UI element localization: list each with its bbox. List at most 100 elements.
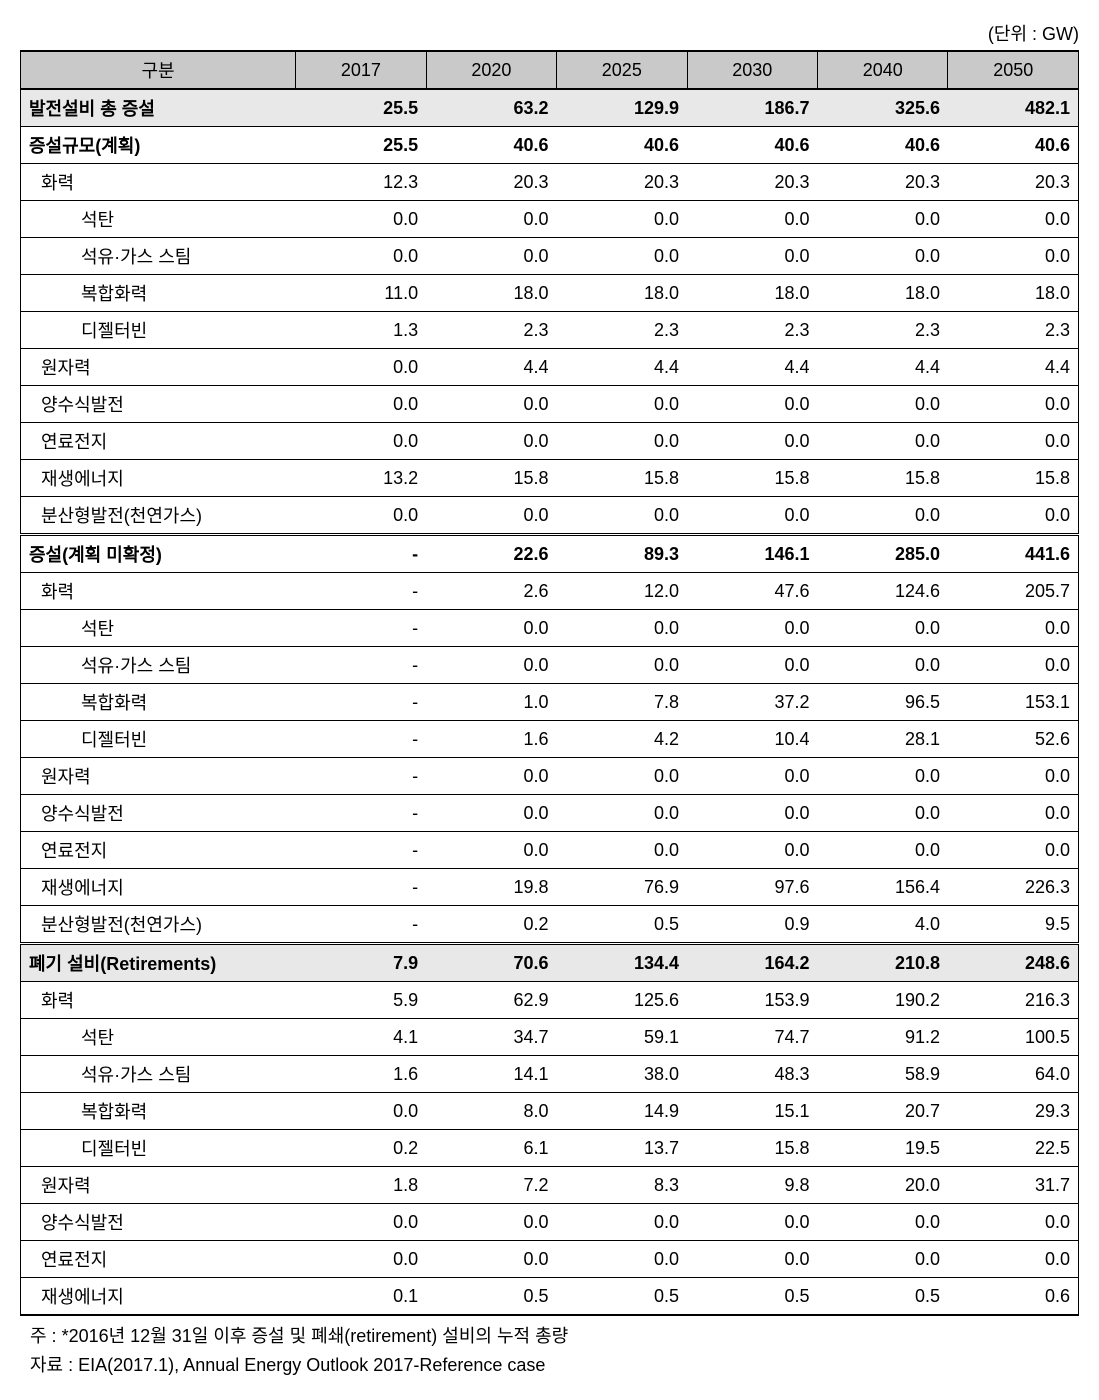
header-row: 구분201720202025203020402050: [21, 51, 1079, 89]
cell-value: 1.6: [296, 1056, 426, 1093]
cell-value: 0.5: [687, 1278, 817, 1316]
table-row: 발전설비 총 증설25.563.2129.9186.7325.6482.1: [21, 89, 1079, 127]
cell-value: 285.0: [818, 535, 948, 573]
row-label: 석유·가스 스팀: [21, 647, 296, 684]
cell-value: 59.1: [557, 1019, 687, 1056]
cell-value: 15.8: [818, 460, 948, 497]
cell-value: -: [296, 684, 426, 721]
cell-value: 22.5: [948, 1130, 1079, 1167]
cell-value: 0.0: [818, 1204, 948, 1241]
cell-value: 0.0: [426, 610, 556, 647]
cell-value: 0.0: [687, 647, 817, 684]
cell-value: 0.0: [557, 238, 687, 275]
table-row: 복합화력0.08.014.915.120.729.3: [21, 1093, 1079, 1130]
cell-value: 40.6: [426, 127, 556, 164]
cell-value: 0.5: [426, 1278, 556, 1316]
cell-value: 0.0: [687, 610, 817, 647]
cell-value: 0.0: [948, 238, 1079, 275]
cell-value: 70.6: [426, 944, 556, 982]
table-row: 화력12.320.320.320.320.320.3: [21, 164, 1079, 201]
cell-value: 20.3: [948, 164, 1079, 201]
cell-value: 47.6: [687, 573, 817, 610]
cell-value: -: [296, 535, 426, 573]
cell-value: 124.6: [818, 573, 948, 610]
cell-value: 0.0: [818, 832, 948, 869]
table-row: 복합화력11.018.018.018.018.018.0: [21, 275, 1079, 312]
cell-value: 12.0: [557, 573, 687, 610]
table-row: 재생에너지0.10.50.50.50.50.6: [21, 1278, 1079, 1316]
cell-value: 8.0: [426, 1093, 556, 1130]
cell-value: 325.6: [818, 89, 948, 127]
cell-value: 2.3: [948, 312, 1079, 349]
cell-value: -: [296, 610, 426, 647]
cell-value: 18.0: [948, 275, 1079, 312]
cell-value: 0.0: [557, 1204, 687, 1241]
cell-value: 4.4: [687, 349, 817, 386]
row-label: 원자력: [21, 349, 296, 386]
cell-value: 29.3: [948, 1093, 1079, 1130]
cell-value: 7.2: [426, 1167, 556, 1204]
cell-value: 0.0: [557, 1241, 687, 1278]
cell-value: 441.6: [948, 535, 1079, 573]
cell-value: 0.0: [687, 386, 817, 423]
cell-value: 0.0: [296, 1204, 426, 1241]
cell-value: 4.4: [818, 349, 948, 386]
row-label: 양수식발전: [21, 795, 296, 832]
table-row: 양수식발전-0.00.00.00.00.0: [21, 795, 1079, 832]
row-label: 석탄: [21, 1019, 296, 1056]
cell-value: 0.0: [426, 1204, 556, 1241]
cell-value: 20.3: [557, 164, 687, 201]
cell-value: 248.6: [948, 944, 1079, 982]
table-row: 연료전지0.00.00.00.00.00.0: [21, 1241, 1079, 1278]
table-row: 석유·가스 스팀0.00.00.00.00.00.0: [21, 238, 1079, 275]
cell-value: 0.0: [687, 423, 817, 460]
cell-value: 0.9: [687, 906, 817, 944]
cell-value: 0.0: [426, 497, 556, 535]
row-label: 양수식발전: [21, 1204, 296, 1241]
cell-value: 0.0: [948, 610, 1079, 647]
cell-value: -: [296, 721, 426, 758]
cell-value: 0.0: [818, 758, 948, 795]
cell-value: 4.1: [296, 1019, 426, 1056]
cell-value: 5.9: [296, 982, 426, 1019]
cell-value: 210.8: [818, 944, 948, 982]
cell-value: 0.0: [818, 610, 948, 647]
cell-value: 129.9: [557, 89, 687, 127]
row-label: 분산형발전(천연가스): [21, 906, 296, 944]
cell-value: 40.6: [557, 127, 687, 164]
cell-value: 15.8: [948, 460, 1079, 497]
cell-value: 2.3: [687, 312, 817, 349]
cell-value: 0.0: [687, 1241, 817, 1278]
cell-value: 0.0: [948, 1204, 1079, 1241]
cell-value: 0.0: [296, 349, 426, 386]
cell-value: 0.0: [557, 201, 687, 238]
cell-value: 0.0: [818, 201, 948, 238]
cell-value: 34.7: [426, 1019, 556, 1056]
cell-value: 0.0: [948, 647, 1079, 684]
cell-value: 9.8: [687, 1167, 817, 1204]
table-row: 석탄4.134.759.174.791.2100.5: [21, 1019, 1079, 1056]
cell-value: 63.2: [426, 89, 556, 127]
cell-value: 0.5: [557, 906, 687, 944]
row-label: 복합화력: [21, 1093, 296, 1130]
cell-value: 0.0: [687, 497, 817, 535]
cell-value: -: [296, 573, 426, 610]
table-row: 양수식발전0.00.00.00.00.00.0: [21, 1204, 1079, 1241]
cell-value: 0.0: [426, 386, 556, 423]
table-row: 폐기 설비(Retirements)7.970.6134.4164.2210.8…: [21, 944, 1079, 982]
cell-value: 0.0: [557, 647, 687, 684]
cell-value: 7.8: [557, 684, 687, 721]
cell-value: 153.1: [948, 684, 1079, 721]
cell-value: 226.3: [948, 869, 1079, 906]
cell-value: 0.0: [687, 832, 817, 869]
cell-value: 4.2: [557, 721, 687, 758]
cell-value: 1.6: [426, 721, 556, 758]
cell-value: 205.7: [948, 573, 1079, 610]
cell-value: 19.8: [426, 869, 556, 906]
table-row: 증설규모(계획)25.540.640.640.640.640.6: [21, 127, 1079, 164]
cell-value: 0.0: [557, 497, 687, 535]
cell-value: 0.0: [948, 201, 1079, 238]
table-row: 재생에너지-19.876.997.6156.4226.3: [21, 869, 1079, 906]
table-row: 연료전지0.00.00.00.00.00.0: [21, 423, 1079, 460]
row-label: 복합화력: [21, 275, 296, 312]
